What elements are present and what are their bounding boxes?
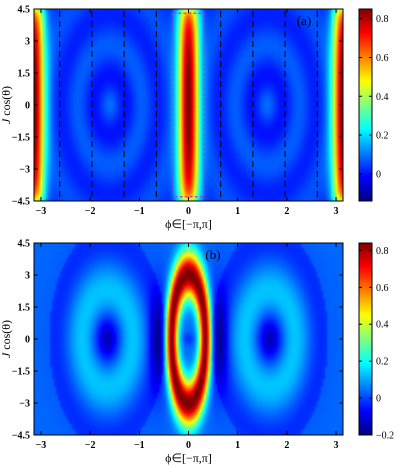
colorbar-tick-label: 0.2 — [376, 357, 389, 368]
y-tick-label: 4.5 — [18, 239, 31, 250]
y-tick-label: 3 — [25, 37, 30, 48]
colorbar-tick-label: 0 — [376, 169, 381, 180]
colorbar-tick-label: 0.2 — [376, 131, 389, 142]
colorbar-frame — [358, 242, 373, 436]
y-tick-label: 0 — [25, 335, 30, 346]
y-tick-label: −4.5 — [12, 431, 30, 442]
chart-panel-b: −3 −2 −1 0 1 2 3 −4.5 −3 −1.5 0 1.5 3 4.5 ϕ∈[−π,π] J co… — [0, 239, 394, 466]
y-axis-label: J cos(θ) — [0, 86, 13, 124]
colorbar-tick-label: 0.6 — [376, 283, 389, 294]
colorbar-tick-label: 0.8 — [376, 246, 389, 257]
highlight-box — [172, 12, 205, 198]
x-tick-label: −3 — [36, 440, 47, 451]
x-tick-label: −1 — [134, 440, 145, 451]
x-tick-label: −2 — [85, 440, 96, 451]
colorbar-frame — [358, 8, 373, 202]
y-axis-label: J cos(θ) — [0, 320, 13, 358]
colorbar — [359, 243, 372, 435]
x-tick-label: 2 — [284, 206, 289, 217]
heatmap-image — [34, 9, 343, 201]
y-tick-label: −3 — [19, 165, 30, 176]
colorbar-tick-label: 0.6 — [376, 53, 389, 64]
colorbar-tick-label: 0.8 — [376, 14, 389, 25]
x-tick-label: 3 — [334, 440, 339, 451]
x-tick-label: 0 — [186, 440, 191, 451]
x-tick-label: 1 — [235, 440, 240, 451]
colorbar — [359, 9, 372, 201]
y-tick-label: −1.5 — [12, 133, 30, 144]
colorbar-tick-label: −0.2 — [376, 431, 394, 442]
y-tick-label: 1.5 — [18, 303, 31, 314]
colorbar-tick-label: 0.4 — [376, 320, 389, 331]
y-tick-label: −3 — [19, 399, 30, 410]
x-tick-label: 3 — [334, 206, 339, 217]
y-tick-label: 1.5 — [18, 69, 31, 80]
x-tick-label: 2 — [284, 440, 289, 451]
y-tick-label: 4.5 — [18, 5, 31, 16]
x-tick-label: −3 — [36, 206, 47, 217]
x-tick-label: −2 — [85, 206, 96, 217]
chart-panel-a: −3 −2 −1 0 1 2 3 −4.5 −3 −1.5 0 1.5 3 4.5 ϕ∈[−π,π] J co… — [0, 5, 389, 232]
colorbar-tick-label: 0 — [376, 394, 381, 405]
x-axis-label: ϕ∈[−π,π] — [165, 217, 212, 231]
heatmap-image — [34, 243, 343, 435]
panel-label: (b) — [205, 247, 220, 262]
y-tick-label: 0 — [25, 101, 30, 112]
x-tick-label: 1 — [235, 206, 240, 217]
y-tick-label: 3 — [25, 271, 30, 282]
x-axis-label: ϕ∈[−π,π] — [165, 451, 212, 465]
x-tick-label: −1 — [134, 206, 145, 217]
x-tick-label: 0 — [186, 206, 191, 217]
panel-label: (a) — [297, 13, 311, 28]
y-tick-label: −4.5 — [12, 197, 30, 208]
colorbar-tick-label: 0.4 — [376, 92, 389, 103]
y-tick-label: −1.5 — [12, 367, 30, 378]
